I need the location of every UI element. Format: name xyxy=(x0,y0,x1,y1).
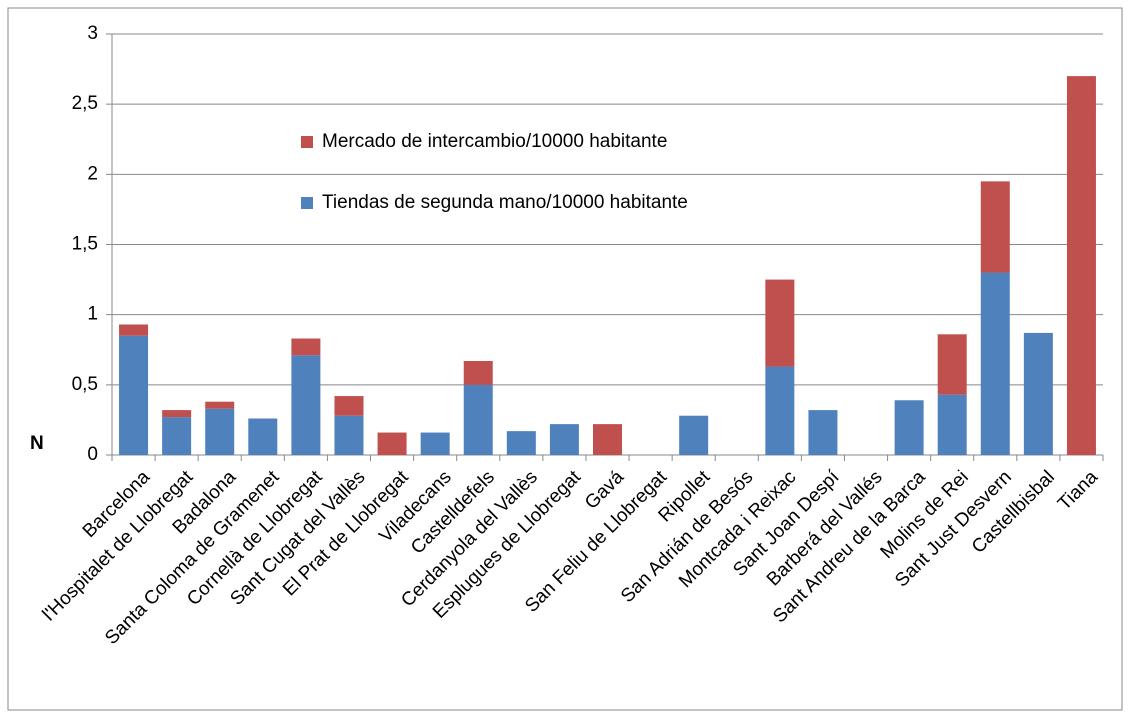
bar-segment xyxy=(205,401,235,409)
bar-segment xyxy=(291,355,321,455)
bar-segment xyxy=(765,279,795,367)
bar-segment xyxy=(765,366,795,455)
legend-swatch xyxy=(301,136,313,148)
legend-swatch xyxy=(301,197,313,209)
bar-segment xyxy=(549,424,579,455)
bar-segment xyxy=(119,324,149,336)
bar-segment xyxy=(205,408,235,455)
bar-segment xyxy=(463,360,493,385)
y-axis-label: N xyxy=(30,433,44,454)
y-tick-label: 3 xyxy=(87,23,98,44)
y-tick-label: 1 xyxy=(87,304,98,325)
bar-segment xyxy=(463,384,493,455)
chart-border xyxy=(7,7,1123,711)
bar-segment xyxy=(377,432,407,455)
bar-segment xyxy=(119,335,149,455)
bar-segment xyxy=(980,181,1010,273)
y-tick-label: 2,5 xyxy=(72,93,98,114)
bar-segment xyxy=(808,410,838,455)
bar-segment xyxy=(1023,332,1053,455)
bar-segment xyxy=(506,431,536,455)
y-tick-label: 2 xyxy=(87,163,98,184)
bar-segment xyxy=(593,424,622,455)
bar-segment xyxy=(420,432,450,455)
bar-segment xyxy=(980,272,1010,455)
bar-segment xyxy=(248,418,278,455)
bar-segment xyxy=(679,415,709,455)
bar-segment xyxy=(334,396,364,416)
legend-label: Mercado de intercambio/10000 habitante xyxy=(322,131,667,152)
bar-segment xyxy=(1066,76,1096,455)
bar-segment xyxy=(334,415,364,455)
bar-segment xyxy=(162,417,192,455)
bar-segment xyxy=(291,338,321,356)
y-tick-label: 0,5 xyxy=(72,374,98,395)
y-tick-label: 0 xyxy=(87,444,98,465)
legend-label: Tiendas de segunda mano/10000 habitante xyxy=(322,192,688,213)
bar-segment xyxy=(894,400,924,455)
bar-segment xyxy=(162,410,192,418)
y-tick-label: 1,5 xyxy=(72,234,98,255)
bar-segment xyxy=(937,394,967,455)
bar-segment xyxy=(937,334,967,395)
